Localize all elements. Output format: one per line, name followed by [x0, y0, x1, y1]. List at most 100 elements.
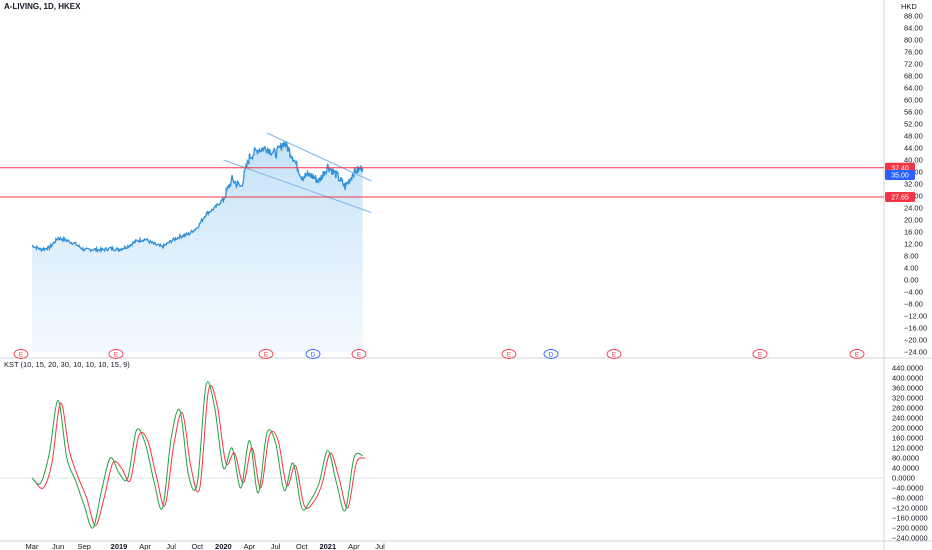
trend-line	[223, 159, 372, 213]
kst-tick-label: 440.0000	[892, 364, 923, 373]
event-marker-label: E	[507, 351, 512, 358]
event-marker-label: E	[758, 351, 763, 358]
time-tick-label: Apr	[244, 542, 256, 550]
kst-tick-label: 240.0000	[892, 414, 923, 423]
event-marker-label: E	[357, 351, 362, 358]
kst-tick-label: −40.0000	[892, 484, 924, 493]
currency-label: HKD	[901, 2, 917, 11]
time-tick-label: Mar	[26, 542, 39, 550]
price-tag-box	[885, 192, 915, 203]
price-tick-label: −20.00	[904, 336, 927, 345]
time-tick-label: Sep	[78, 542, 91, 550]
kst-tick-label: 400.0000	[892, 374, 923, 383]
price-tick-label: 68.00	[904, 72, 923, 81]
price-tick-label: 60.00	[904, 96, 923, 105]
time-tick-label: Apr	[139, 542, 151, 550]
kst-tick-label: −160.0000	[892, 514, 928, 523]
price-tick-label: 32.00	[904, 180, 923, 189]
earnings-event-marker[interactable]: E	[351, 349, 367, 359]
kst-indicator-label: KST (10, 15, 20, 30, 10, 10, 10, 15, 9)	[4, 360, 130, 369]
earnings-event-marker[interactable]: E	[501, 349, 517, 359]
price-tick-label: 12.00	[904, 240, 923, 249]
earnings-event-marker[interactable]: E	[752, 349, 768, 359]
time-tick-label: Jun	[52, 542, 64, 550]
time-tick-label: 2019	[111, 542, 128, 550]
price-tick-label: 52.00	[904, 120, 923, 129]
kst-line	[31, 381, 363, 529]
event-marker-label: E	[264, 351, 269, 358]
kst-pane[interactable]: 440.0000400.0000360.0000320.0000280.0000…	[0, 364, 928, 543]
time-tick-label: Jul	[166, 542, 176, 550]
event-marker-outline	[501, 349, 517, 359]
price-tick-label: 88.00	[904, 12, 923, 21]
event-marker-label: E	[612, 351, 617, 358]
kst-signal-line	[34, 384, 366, 527]
event-marker-outline	[108, 349, 124, 359]
kst-tick-label: 320.0000	[892, 394, 923, 403]
event-marker-outline	[258, 349, 274, 359]
event-marker-outline	[849, 349, 865, 359]
kst-tick-label: −120.0000	[892, 504, 928, 513]
event-marker-label: E	[855, 351, 860, 358]
price-tick-label: 56.00	[904, 108, 923, 117]
price-tick-label: 72.00	[904, 60, 923, 69]
event-marker-outline	[305, 349, 321, 359]
kst-tick-label: 80.0000	[892, 454, 919, 463]
time-tick-label: Jul	[271, 542, 281, 550]
time-tick-label: 2021	[319, 542, 336, 550]
time-tick-label: 2020	[215, 542, 232, 550]
kst-tick-label: 120.0000	[892, 444, 923, 453]
symbol-title: A-LIVING, 1D, HKEX	[4, 2, 81, 11]
earnings-event-marker[interactable]: E	[258, 349, 274, 359]
dividend-event-marker[interactable]: D	[543, 349, 559, 359]
earnings-event-marker[interactable]: E	[849, 349, 865, 359]
kst-tick-label: −200.0000	[892, 524, 928, 533]
kst-tick-label: −80.0000	[892, 494, 924, 503]
price-tag-label: 35.00	[891, 173, 909, 180]
price-tag-label: 37.40	[891, 165, 909, 172]
overlays: A-LIVING, 1D, HKEX HKD KST (10, 15, 20, …	[4, 2, 917, 369]
price-tick-label: 8.00	[904, 252, 919, 261]
price-tick-label: 76.00	[904, 48, 923, 57]
event-marker-outline	[13, 349, 29, 359]
price-tick-label: 4.00	[904, 264, 919, 273]
kst-tick-label: 280.0000	[892, 404, 923, 413]
kst-tick-label: 360.0000	[892, 384, 923, 393]
kst-tick-label: 40.0000	[892, 464, 919, 473]
price-tick-label: −12.00	[904, 312, 927, 321]
event-marker-outline	[606, 349, 622, 359]
time-tick-label: Apr	[348, 542, 360, 550]
dividend-event-marker[interactable]: D	[305, 349, 321, 359]
price-tick-label: −4.00	[904, 288, 923, 297]
kst-tick-label: 0.0000	[892, 474, 915, 483]
earnings-event-marker[interactable]: E	[108, 349, 124, 359]
kst-tick-label: 200.0000	[892, 424, 923, 433]
price-tick-label: 0.00	[904, 276, 919, 285]
price-tick-label: 48.00	[904, 132, 923, 141]
price-tick-label: −16.00	[904, 324, 927, 333]
price-tick-label: 20.00	[904, 216, 923, 225]
event-marker-label: E	[114, 351, 119, 358]
price-tick-label: 44.00	[904, 144, 923, 153]
event-marker-label: D	[311, 351, 316, 358]
time-tick-label: Jul	[375, 542, 385, 550]
price-tick-label: 16.00	[904, 228, 923, 237]
time-tick-label: Oct	[191, 542, 204, 550]
price-tag-label: 27.65	[891, 195, 909, 202]
price-tick-label: 80.00	[904, 36, 923, 45]
time-axis[interactable]: Mar Jun Sep 2019 Apr Jul Oct 2020 Apr Jul Oct 2021 A…	[0, 540, 932, 550]
event-marker-outline	[752, 349, 768, 359]
price-tick-label: 40.00	[904, 156, 923, 165]
earnings-event-marker[interactable]: E	[13, 349, 29, 359]
price-tick-label: −24.00	[904, 348, 927, 357]
price-tick-label: 84.00	[904, 24, 923, 33]
price-tick-label: 24.00	[904, 204, 923, 213]
earnings-event-marker[interactable]: E	[606, 349, 622, 359]
price-tag-box	[885, 170, 915, 180]
kst-tick-label: 160.0000	[892, 434, 923, 443]
price-tick-label: 64.00	[904, 84, 923, 93]
price-area-fill	[32, 140, 363, 352]
event-marker-outline	[543, 349, 559, 359]
